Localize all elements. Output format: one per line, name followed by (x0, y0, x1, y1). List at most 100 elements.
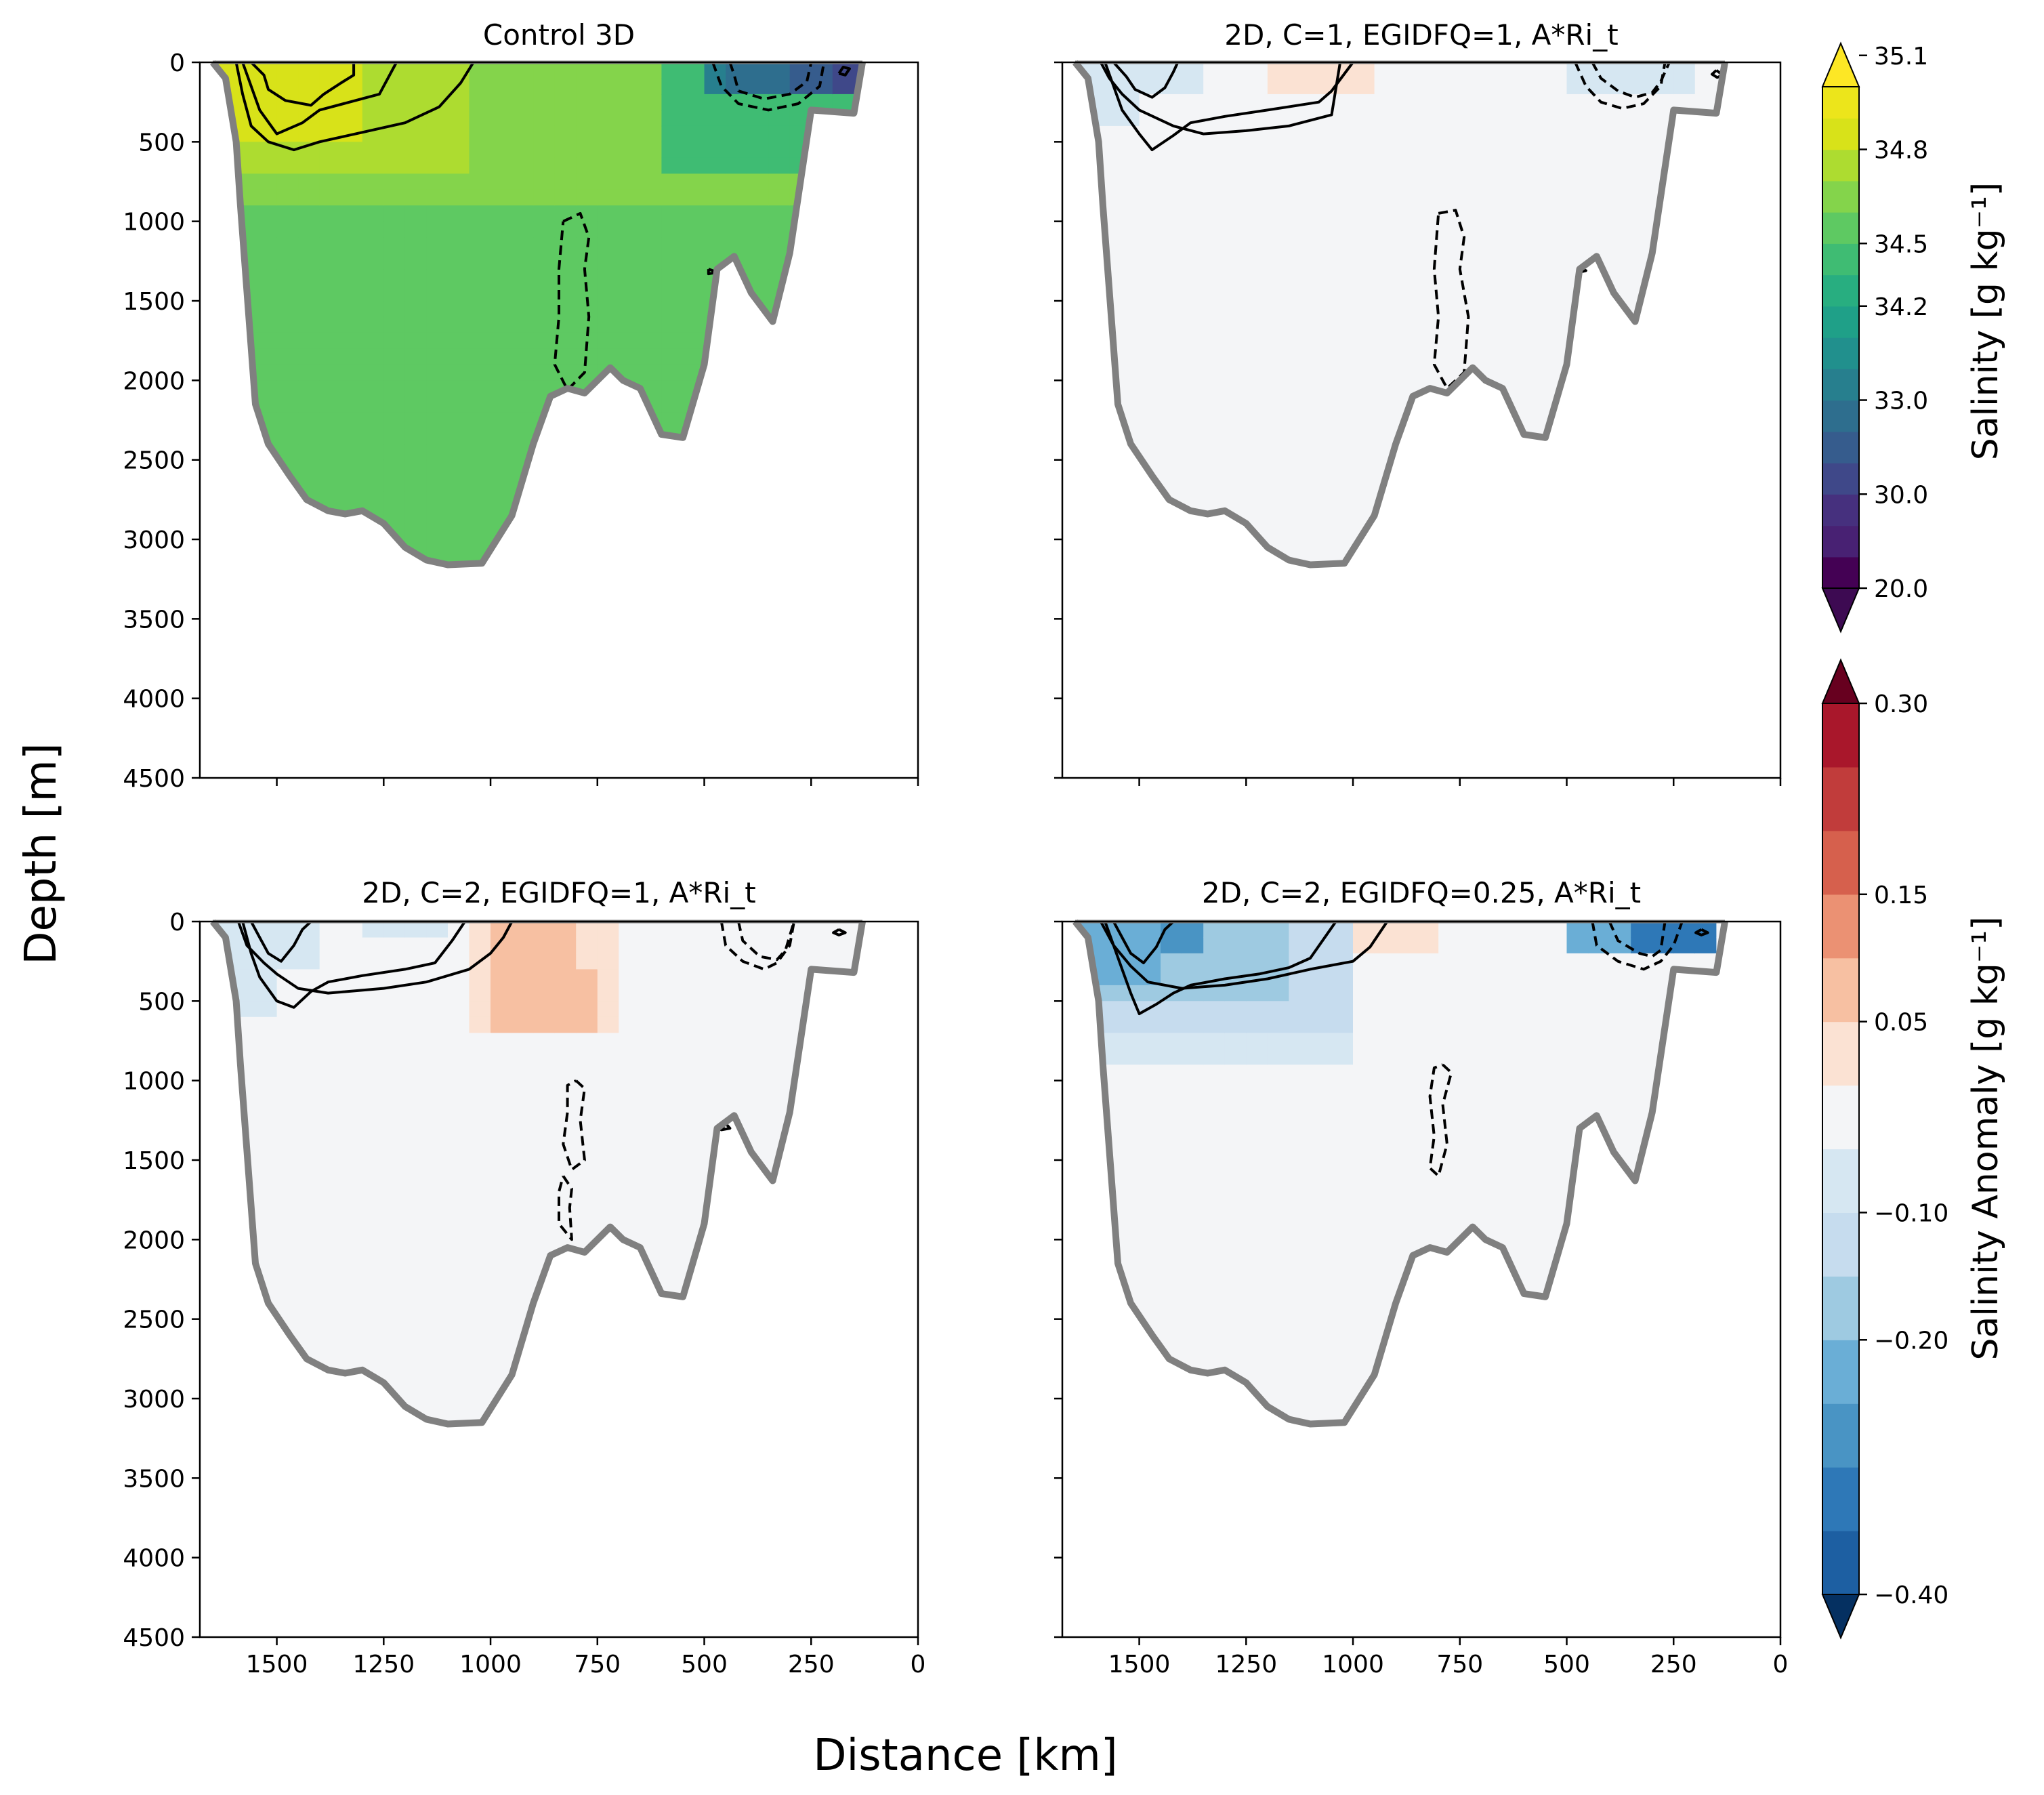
field-cell (255, 348, 278, 365)
field-cell (832, 953, 854, 970)
field-cell (1289, 1048, 1311, 1065)
field-cell (832, 142, 854, 159)
field-cell (1566, 523, 1589, 540)
field-cell (661, 332, 684, 349)
field-cell (726, 157, 748, 174)
field-cell (661, 142, 684, 159)
field-cell (276, 1287, 299, 1304)
field-cell (362, 459, 384, 476)
field-cell (341, 269, 363, 286)
field-cell (1289, 1271, 1311, 1288)
contour-solid (241, 920, 466, 1009)
field-cell (832, 62, 854, 79)
field-cell (789, 1271, 812, 1288)
colorbar-extend-high (1821, 658, 1860, 704)
field-cell (1353, 205, 1375, 222)
field-cell (1396, 555, 1418, 565)
field-cell (383, 364, 406, 381)
field-cell (1716, 1303, 1725, 1320)
field-cell (1417, 1208, 1439, 1224)
field-cell (426, 1271, 449, 1288)
field-cell (832, 396, 854, 413)
field-cell (1139, 142, 1161, 159)
field-cell (234, 1303, 256, 1320)
field-cell (768, 1096, 791, 1113)
field-cell (255, 1239, 278, 1256)
field-cell (1374, 253, 1396, 270)
field-cell (640, 316, 662, 333)
field-cell (1524, 110, 1546, 127)
field-cell (362, 444, 384, 461)
field-cell (512, 62, 534, 79)
field-cell (832, 157, 854, 174)
field-cell (1609, 380, 1631, 397)
colorbar-salinity-label: Salinity [g kg⁻¹] (1965, 182, 2006, 460)
field-cell (491, 62, 513, 79)
field-cell (319, 1033, 341, 1050)
field-cell (491, 1239, 513, 1256)
field-cell (1524, 1367, 1546, 1384)
field-cell (1438, 1303, 1461, 1320)
field-cell (1417, 301, 1439, 318)
field-cell (404, 285, 427, 302)
field-cell (533, 1319, 556, 1336)
field-cell (1374, 1191, 1396, 1208)
field-cell (234, 459, 256, 476)
field-cell (1353, 922, 1375, 938)
field-cell (1438, 110, 1461, 127)
field-cell (1524, 1016, 1546, 1033)
field-cell (597, 253, 619, 270)
field-cell (1353, 62, 1375, 79)
field-cell (1396, 189, 1418, 206)
field-cell (1289, 1096, 1311, 1113)
field-cell (597, 78, 619, 95)
field-cell (832, 1160, 854, 1177)
field-cell (1631, 332, 1653, 349)
field-cell (832, 189, 854, 206)
field-cell (1566, 1255, 1589, 1272)
field-cell (854, 125, 862, 142)
field-cell (811, 1128, 833, 1145)
field-cell (619, 969, 641, 986)
field-cell (1246, 1335, 1268, 1352)
field-cell (726, 205, 748, 222)
field-cell (319, 173, 341, 190)
field-cell (448, 348, 470, 365)
field-cell (1118, 1065, 1140, 1081)
field-cell (1673, 62, 1696, 79)
field-cell (554, 523, 577, 540)
field-cell (1673, 1191, 1696, 1208)
field-cell (512, 380, 534, 397)
field-cell (1224, 348, 1247, 365)
field-cell (1246, 285, 1268, 302)
field-cell (683, 476, 705, 493)
field-cell (683, 269, 705, 286)
field-cell (1203, 539, 1226, 556)
field-cell (1438, 1144, 1461, 1161)
field-cell (448, 1048, 470, 1065)
field-cell (619, 1016, 641, 1033)
field-cell (1374, 237, 1396, 254)
field-cell (1161, 1016, 1183, 1033)
field-cell (448, 94, 470, 110)
field-cell (1438, 1191, 1461, 1208)
field-cell (255, 491, 278, 508)
field-cell (426, 1065, 449, 1081)
field-cell (640, 78, 662, 95)
field-cell (1502, 508, 1524, 524)
field-cell (789, 1350, 812, 1367)
field-cell (811, 253, 833, 270)
panel-2d-c1-egidfq1: 2D, C=1, EGIDFQ=1, A*Ri_t (1054, 18, 1782, 786)
field-cell (1673, 1319, 1696, 1336)
field-cell (747, 1287, 769, 1304)
field-cell (1224, 1350, 1247, 1367)
field-cell (1396, 253, 1418, 270)
field-cell (276, 1350, 299, 1367)
field-cell (319, 953, 341, 970)
field-cell (1246, 1048, 1268, 1065)
field-cell (726, 301, 748, 318)
field-cell (554, 1287, 577, 1304)
field-cell (1224, 1144, 1247, 1161)
field-cell (554, 1382, 577, 1399)
field-cell (683, 173, 705, 190)
